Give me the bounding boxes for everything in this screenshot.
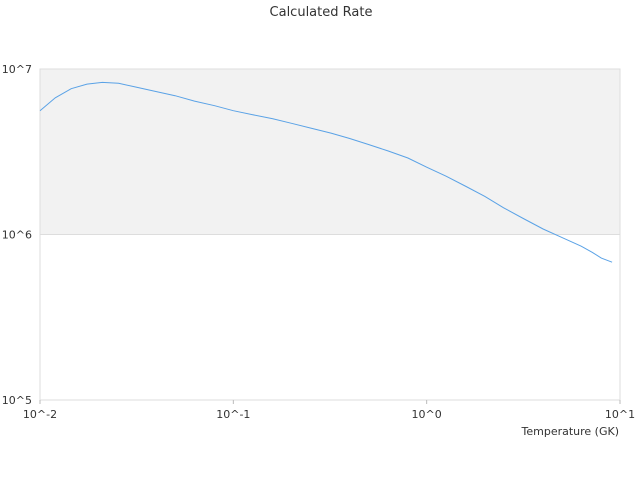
- chart-title: Calculated Rate: [270, 5, 373, 20]
- rate-series-line: [39, 81, 613, 263]
- y-tick-label: 10^5: [2, 394, 32, 407]
- x-axis-label: Temperature (GK): [521, 425, 620, 438]
- y-tick-label: 10^6: [2, 229, 32, 242]
- x-tick-label: 10^-2: [23, 408, 57, 421]
- shaded-band: [40, 69, 620, 235]
- x-tick-label: 10^-1: [216, 408, 250, 421]
- y-tick-label: 10^7: [2, 63, 32, 76]
- x-tick-label: 10^0: [412, 408, 442, 421]
- x-tick-label: 10^1: [605, 408, 635, 421]
